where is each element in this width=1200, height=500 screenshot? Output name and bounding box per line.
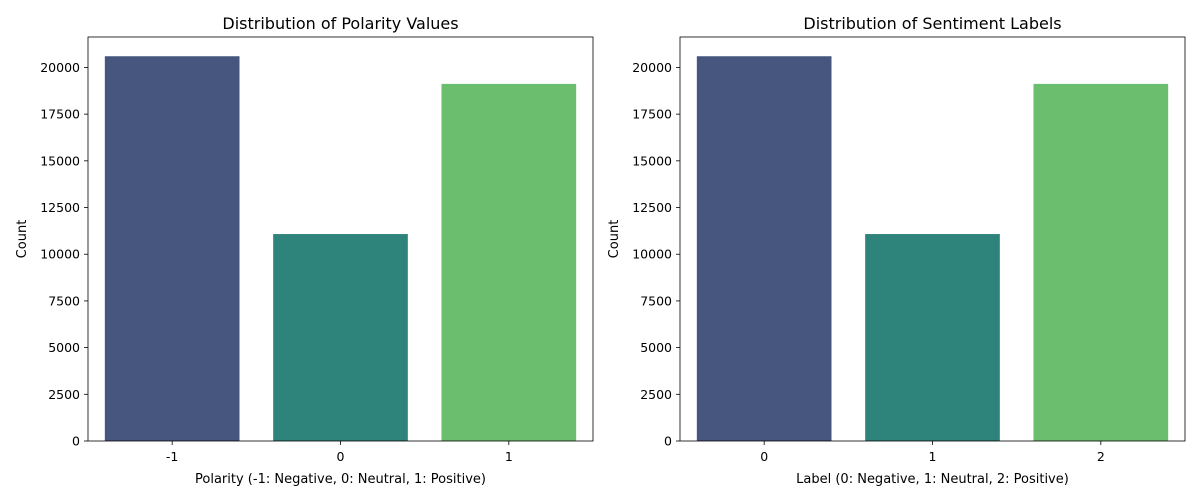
x-axis-label: Polarity (-1: Negative, 0: Neutral, 1: P… (195, 472, 486, 487)
y-tick-label: 7500 (640, 293, 672, 308)
chart-panel-2: 0 2500 5000 7500 10000 12500 15000 17500 20000 0 1… (607, 14, 1186, 487)
y-tick-label: 10000 (40, 247, 80, 262)
y-tick-label: 5000 (640, 340, 672, 355)
x-tick-label: 0 (760, 449, 768, 464)
x-tick-label: 1 (929, 449, 937, 464)
y-tick-label: 20000 (40, 60, 80, 75)
y-tick-label: 12500 (632, 200, 672, 215)
y-axis-label: Count (15, 220, 30, 259)
y-tick-label: 5000 (48, 340, 80, 355)
bar-1 (441, 83, 577, 442)
y-tick-label: 0 (664, 434, 672, 449)
y-tick-label: 10000 (632, 247, 672, 262)
y-tick-label: 0 (72, 434, 80, 449)
chart-title: Distribution of Sentiment Labels (803, 14, 1061, 33)
bar-0 (696, 56, 832, 441)
chart-panel-1: 0 2500 5000 7500 10000 12500 15000 17500 20000 -1… (15, 14, 594, 487)
y-tick-label: 15000 (40, 153, 80, 168)
x-tick-label: 0 (337, 449, 345, 464)
y-tick-label: 17500 (632, 107, 672, 122)
chart-title: Distribution of Polarity Values (222, 14, 458, 33)
y-tick-label: 2500 (48, 387, 80, 402)
x-tick-label: 2 (1097, 449, 1105, 464)
bar-2 (1033, 83, 1169, 442)
y-tick-label: 12500 (40, 200, 80, 215)
bar--1 (104, 56, 240, 441)
x-tick-label: 1 (505, 449, 513, 464)
bar-1 (865, 234, 1000, 441)
bar-0 (273, 234, 408, 441)
y-tick-label: 20000 (632, 60, 672, 75)
y-axis-label: Count (607, 220, 622, 259)
y-tick-label: 17500 (40, 107, 80, 122)
y-tick-label: 2500 (640, 387, 672, 402)
y-tick-label: 15000 (632, 153, 672, 168)
y-tick-label: 7500 (48, 293, 80, 308)
x-tick-label: -1 (166, 449, 178, 464)
x-axis-label: Label (0: Negative, 1: Neutral, 2: Posit… (796, 472, 1069, 487)
